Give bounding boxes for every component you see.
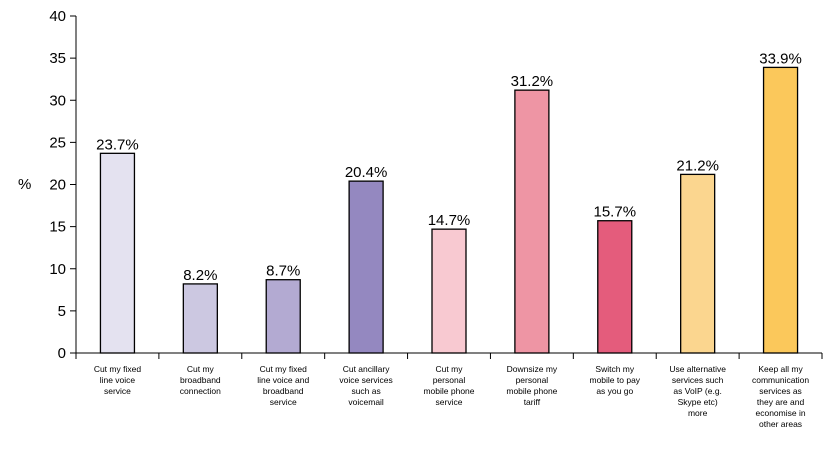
category-label: voicemail	[348, 397, 384, 407]
bar	[265, 279, 301, 354]
category-label: Skype etc)	[678, 397, 718, 407]
category-label: Cut my fixed	[260, 364, 308, 374]
category-label: broadband	[180, 375, 221, 385]
category-label: broadband	[263, 386, 304, 396]
category-label: personal	[516, 375, 549, 385]
category-label: connection	[180, 386, 221, 396]
category-label: mobile phone	[506, 386, 557, 396]
category-label: Use alternative	[669, 364, 726, 374]
bar-value-label: 8.7%	[266, 263, 300, 280]
y-axis-title: %	[18, 176, 31, 193]
y-tick-label: 30	[49, 92, 66, 109]
bar-value-label: 8.2%	[183, 267, 217, 284]
bar	[182, 283, 218, 354]
y-tick-label: 40	[49, 8, 66, 25]
category-label: other areas	[759, 419, 802, 429]
category-label: tariff	[524, 397, 541, 407]
bars	[99, 66, 799, 354]
bar-value-label: 23.7%	[96, 136, 139, 153]
y-tick-label: 25	[49, 134, 66, 151]
category-label: line voice and	[257, 375, 309, 385]
bar-value-label: 21.2%	[676, 157, 719, 174]
category-label: service	[436, 397, 463, 407]
category-label: services as	[759, 386, 802, 396]
y-tick-label: 5	[58, 303, 66, 320]
category-label: Cut my	[436, 364, 464, 374]
category-label: line voice	[100, 375, 136, 385]
category-label: Switch my	[595, 364, 634, 374]
category-label: Cut my fixed	[94, 364, 142, 374]
category-label: voice services	[339, 375, 392, 385]
category-label: economise in	[756, 408, 806, 418]
category-label: such as	[351, 386, 380, 396]
bar	[597, 220, 633, 354]
bar-value-label: 33.9%	[759, 50, 802, 67]
y-tick-label: 35	[49, 50, 66, 67]
bar-value-label: 15.7%	[594, 204, 637, 221]
category-label: service	[104, 386, 131, 396]
category-label: more	[688, 408, 708, 418]
bar	[431, 228, 467, 354]
bar	[762, 66, 799, 354]
category-label: service	[270, 397, 297, 407]
category-label: Cut ancillary	[343, 364, 391, 374]
bar-value-label: 20.4%	[345, 164, 388, 181]
y-tick-label: 20	[49, 177, 66, 194]
category-label: Cut my	[187, 364, 215, 374]
category-label: mobile to pay	[589, 375, 640, 385]
category-label: Keep all my	[758, 364, 803, 374]
bar-value-label: 31.2%	[511, 73, 554, 90]
category-label: Downsize my	[507, 364, 558, 374]
bar-value-label: 14.7%	[428, 212, 471, 229]
bar	[99, 152, 136, 354]
bar	[348, 180, 384, 354]
category-label: communication	[752, 375, 809, 385]
bar	[514, 89, 550, 354]
y-tick-label: 10	[49, 261, 66, 278]
category-label: they are and	[757, 397, 805, 407]
category-label: services such	[672, 375, 724, 385]
category-label: personal	[433, 375, 466, 385]
bar	[680, 173, 716, 354]
category-label: as VoIP (e.g.	[673, 386, 722, 396]
y-tick-label: 0	[58, 345, 66, 362]
data-labels: 23.7% 8.2% 8.7% 20.4% 14.7% 31.2% 15.7% 21.2% 33…	[96, 50, 802, 284]
category-label: mobile phone	[423, 386, 474, 396]
category-label: as you go	[596, 386, 633, 396]
y-tick-label: 15	[49, 219, 66, 236]
